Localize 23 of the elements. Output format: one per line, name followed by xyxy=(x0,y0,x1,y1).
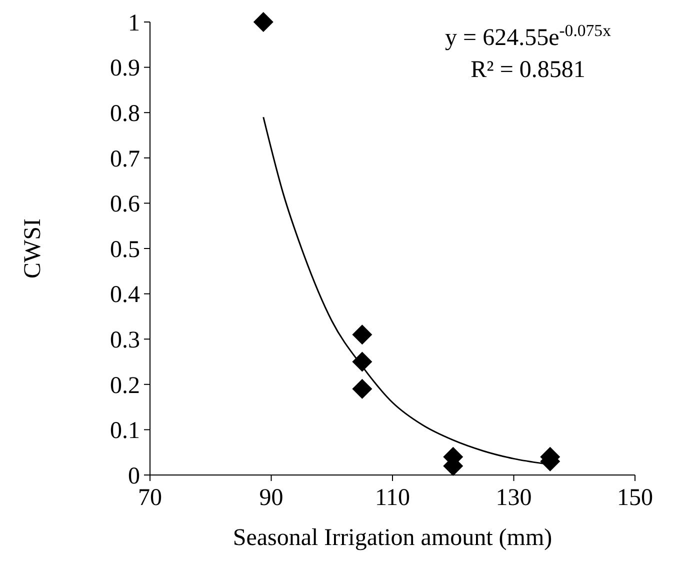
y-axis-title: CWSI xyxy=(20,218,46,278)
point xyxy=(253,12,274,32)
y-tick-label: 0.7 xyxy=(110,146,140,172)
y-tick-label: 0.8 xyxy=(110,101,140,127)
point xyxy=(352,378,372,399)
annotation: y = 624.55e$^{-0.075x}$ xyxy=(445,20,612,51)
y-tick-label: 0.4 xyxy=(110,282,140,308)
y-tick-label: 1 xyxy=(128,10,140,36)
y-tick-label: 0.2 xyxy=(110,372,140,399)
y-tick-label: 0.1 xyxy=(110,418,140,444)
y-tick-label: 0.5 xyxy=(110,236,140,263)
point xyxy=(352,324,372,345)
annotation: R² = 0.8581 xyxy=(470,57,586,83)
x-tick-label: 70 xyxy=(138,485,162,511)
x-axis-title: Seasonal Irrigation amount (mm) xyxy=(232,525,552,551)
y-tick-label: 0 xyxy=(128,463,140,490)
y-tick-label: 0.9 xyxy=(110,56,140,82)
y-tick-label: 0.3 xyxy=(110,328,140,354)
x-tick-label: 130 xyxy=(496,485,532,511)
x-tick-label: 110 xyxy=(374,485,410,511)
x-tick-label: 150 xyxy=(617,485,653,511)
y-tick-label: 0.6 xyxy=(110,192,140,218)
x-tick-label: 90 xyxy=(259,485,284,511)
